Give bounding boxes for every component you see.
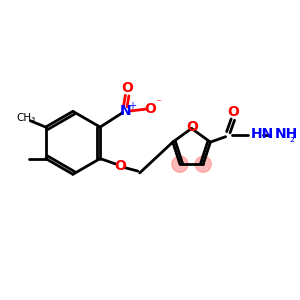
- Text: +: +: [128, 100, 136, 110]
- Text: ₂: ₂: [290, 132, 295, 145]
- Text: CH₃: CH₃: [16, 113, 35, 123]
- Text: N: N: [119, 104, 131, 118]
- Text: O: O: [145, 102, 156, 116]
- Text: O: O: [121, 81, 133, 95]
- Circle shape: [172, 156, 188, 172]
- Text: O: O: [227, 105, 239, 119]
- Text: O: O: [187, 120, 198, 134]
- Text: ⁻: ⁻: [156, 99, 161, 109]
- Text: NH: NH: [275, 127, 298, 141]
- Text: O: O: [114, 159, 126, 173]
- Text: HN: HN: [251, 127, 274, 141]
- Circle shape: [195, 156, 211, 172]
